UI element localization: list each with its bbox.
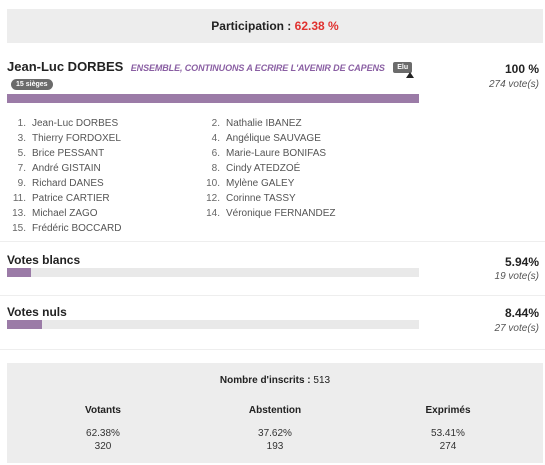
blank-votes-label: Votes blancs (7, 253, 81, 267)
member-name: Frédéric BOCCARD (32, 223, 122, 234)
member-item: 1. Jean-Luc DORBES (4, 116, 121, 131)
members-list-left: 1. Jean-Luc DORBES 3. Thierry FORDOXEL 5. Bri… (4, 116, 121, 236)
abstention-stat: Abstention 37.62% 193 (215, 405, 335, 453)
abstention-percent: 37.62% (258, 428, 292, 439)
member-number: 9. (17, 178, 26, 189)
member-item: 14. Véronique FERNANDEZ (198, 206, 335, 221)
member-item: 3. Thierry FORDOXEL (4, 131, 121, 146)
member-item: 5. Brice PESSANT (4, 146, 121, 161)
member-number: 6. (211, 148, 220, 159)
member-number: 1. (17, 118, 26, 129)
member-item: 11. Patrice CARTIER (4, 191, 121, 206)
null-votes-percent: 8.44% (504, 306, 539, 320)
member-item: 4. Angélique SAUVAGE (198, 131, 335, 146)
member-item: 12. Corinne TASSY (198, 191, 335, 206)
candidate-list-name: ENSEMBLE, CONTINUONS A ECRIRE L'AVENIR D… (130, 63, 385, 73)
member-item: 13. Michael ZAGO (4, 206, 121, 221)
candidate-header: Jean-Luc DORBES ENSEMBLE, CONTINUONS A E… (7, 58, 413, 76)
member-item: 2. Nathalie IBANEZ (198, 116, 335, 131)
participation-label: Participation : (211, 19, 292, 33)
member-number: 15. (12, 223, 26, 234)
collapse-caret-icon[interactable] (406, 72, 414, 78)
member-name: Richard DANES (32, 178, 104, 189)
expressed-label: Exprimés (425, 405, 471, 416)
registered-value: 513 (313, 375, 331, 386)
member-name: Mylène GALEY (226, 178, 295, 189)
candidate-vote-bar-fill (7, 94, 419, 103)
member-name: Thierry FORDOXEL (32, 133, 121, 144)
member-number: 2. (211, 118, 220, 129)
abstention-count: 193 (266, 441, 284, 452)
member-name: Véronique FERNANDEZ (226, 208, 336, 219)
voters-stat: Votants 62.38% 320 (43, 405, 163, 453)
null-votes-bar-fill (7, 320, 42, 329)
member-number: 3. (17, 133, 26, 144)
member-number: 5. (17, 148, 26, 159)
member-name: Jean-Luc DORBES (32, 118, 119, 129)
abstention-label: Abstention (248, 405, 302, 416)
member-name: Corinne TASSY (226, 193, 296, 204)
summary-panel: Nombre d'inscrits : 513 Votants 62.38% 3… (7, 363, 543, 463)
candidate-block: Jean-Luc DORBES ENSEMBLE, CONTINUONS A E… (0, 52, 545, 242)
members-list-right: 2. Nathalie IBANEZ 4. Angélique SAUVAGE 6. Ma… (198, 116, 335, 221)
member-number: 14. (206, 208, 220, 219)
expressed-stat: Exprimés 53.41% 274 (388, 405, 508, 453)
expressed-count: 274 (439, 441, 457, 452)
member-name: Cindy ATEDZOÉ (226, 163, 301, 174)
registered-label: Nombre d'inscrits : (219, 375, 311, 386)
member-item: 10. Mylène GALEY (198, 176, 335, 191)
member-item: 9. Richard DANES (4, 176, 121, 191)
member-item: 6. Marie-Laure BONIFAS (198, 146, 335, 161)
member-name: Marie-Laure BONIFAS (226, 148, 327, 159)
voters-percent: 62.38% (86, 428, 120, 439)
member-name: Brice PESSANT (32, 148, 105, 159)
voters-count: 320 (94, 441, 112, 452)
member-item: 8. Cindy ATEDZOÉ (198, 161, 335, 176)
blank-votes-bar-fill (7, 268, 32, 277)
member-name: Patrice CARTIER (32, 193, 110, 204)
blank-votes-percent: 5.94% (504, 255, 539, 269)
participation-value: 62.38 % (294, 19, 339, 33)
participation-banner: Participation : 62.38 % (7, 9, 543, 43)
member-number: 7. (17, 163, 26, 174)
member-number: 12. (206, 193, 220, 204)
member-number: 4. (211, 133, 220, 144)
expressed-percent: 53.41% (431, 428, 465, 439)
member-number: 8. (211, 163, 220, 174)
member-number: 11. (12, 193, 26, 204)
member-number: 10. (206, 178, 220, 189)
candidate-name: Jean-Luc DORBES (7, 59, 124, 74)
member-item: 15. Frédéric BOCCARD (4, 221, 121, 236)
null-votes-bar (7, 320, 419, 329)
member-name: Michael ZAGO (32, 208, 98, 219)
candidate-vote-bar (7, 94, 419, 103)
voters-label: Votants (85, 405, 121, 416)
null-votes-block: Votes nuls 8.44% 27 vote(s) (0, 296, 545, 350)
blank-votes-block: Votes blancs 5.94% 19 vote(s) (0, 244, 545, 296)
member-name: Angélique SAUVAGE (226, 133, 321, 144)
member-name: André GISTAIN (32, 163, 101, 174)
member-name: Nathalie IBANEZ (226, 118, 302, 129)
blank-votes-count: 19 vote(s) (494, 271, 539, 282)
candidate-votes: 274 vote(s) (488, 79, 539, 90)
seats-badge: 15 sièges (11, 79, 53, 90)
registered-count: Nombre d'inscrits : 513 (7, 375, 543, 386)
null-votes-label: Votes nuls (7, 305, 67, 319)
candidate-percent: 100 % (504, 62, 539, 76)
member-number: 13. (12, 208, 26, 219)
elected-badge: Elu (393, 62, 413, 73)
null-votes-count: 27 vote(s) (494, 323, 539, 334)
blank-votes-bar (7, 268, 419, 277)
member-item: 7. André GISTAIN (4, 161, 121, 176)
